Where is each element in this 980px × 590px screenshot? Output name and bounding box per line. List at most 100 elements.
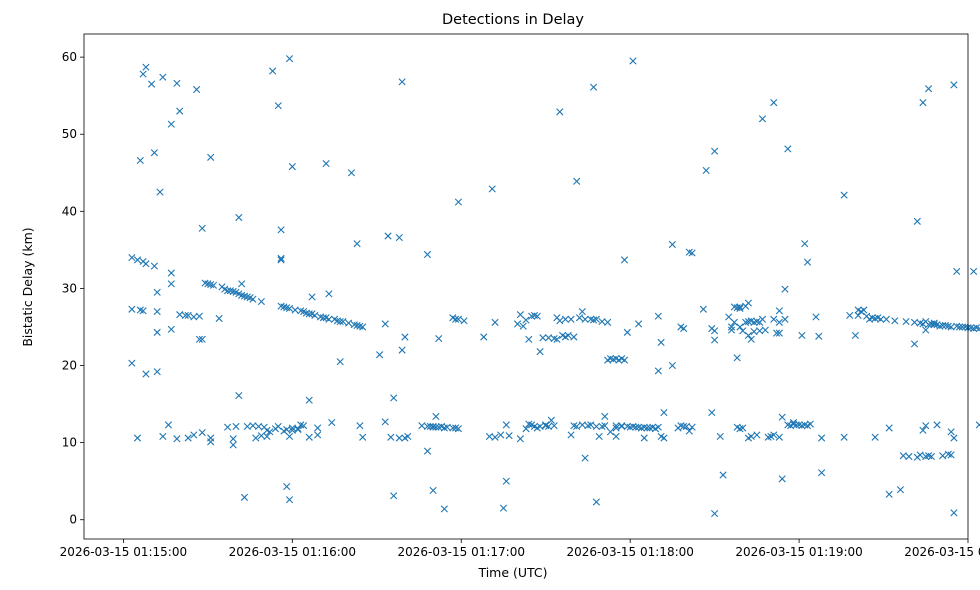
data-point xyxy=(739,327,747,335)
data-point xyxy=(502,477,510,485)
data-point xyxy=(905,452,913,461)
data-point xyxy=(604,318,612,326)
data-point xyxy=(547,416,555,424)
data-point xyxy=(882,315,890,323)
data-point xyxy=(485,432,493,441)
data-point xyxy=(390,394,398,402)
data-point xyxy=(919,99,927,107)
y-tick-label: 30 xyxy=(62,281,77,295)
data-point xyxy=(336,358,344,366)
data-point xyxy=(958,323,966,331)
data-point xyxy=(575,314,584,322)
data-point xyxy=(570,333,578,341)
data-point xyxy=(885,490,893,498)
data-point xyxy=(947,451,955,459)
x-tick-label: 2026-03-15 01:20:00 xyxy=(904,545,980,559)
data-point xyxy=(792,421,800,429)
data-point xyxy=(404,432,412,441)
data-point xyxy=(356,422,364,430)
data-point xyxy=(395,233,403,242)
data-point xyxy=(240,493,249,501)
data-point xyxy=(249,295,257,303)
data-point xyxy=(950,509,958,517)
data-point xyxy=(688,249,696,257)
data-point xyxy=(970,267,978,276)
data-point xyxy=(702,166,710,175)
data-point xyxy=(758,315,767,323)
data-point xyxy=(223,287,232,295)
data-point xyxy=(592,315,600,323)
data-point xyxy=(885,424,893,432)
data-point xyxy=(347,169,356,177)
data-point xyxy=(919,426,927,434)
data-point xyxy=(612,422,620,430)
data-point xyxy=(440,505,448,513)
data-point xyxy=(325,290,333,298)
data-point xyxy=(818,469,826,477)
data-point xyxy=(229,435,237,443)
data-point xyxy=(871,433,879,441)
data-point xyxy=(772,329,781,337)
data-point xyxy=(159,432,167,441)
data-point xyxy=(516,435,524,443)
plot-area-frame xyxy=(83,33,969,540)
data-point xyxy=(620,356,629,364)
data-point xyxy=(753,431,761,439)
data-point xyxy=(243,422,251,431)
data-point xyxy=(176,107,184,115)
data-point xyxy=(454,425,463,433)
data-point xyxy=(680,324,688,333)
data-point xyxy=(488,185,496,193)
data-point xyxy=(305,396,313,404)
chart-title: Detections in Delay xyxy=(442,12,584,28)
data-point xyxy=(235,392,243,400)
data-point xyxy=(589,83,598,91)
data-point xyxy=(308,293,316,301)
data-point xyxy=(606,428,615,436)
data-point xyxy=(556,317,564,325)
data-point xyxy=(581,315,589,323)
data-point xyxy=(277,226,285,234)
data-point xyxy=(423,447,432,455)
data-point xyxy=(288,163,296,171)
data-point xyxy=(682,422,691,431)
data-point xyxy=(711,509,719,518)
data-point xyxy=(198,224,206,232)
data-point xyxy=(910,340,919,348)
data-point xyxy=(899,452,907,460)
data-point xyxy=(142,260,150,268)
data-point xyxy=(266,428,274,436)
y-tick-label: 50 xyxy=(62,127,77,141)
data-point xyxy=(654,312,662,320)
data-point xyxy=(173,79,181,87)
data-point xyxy=(305,433,313,441)
data-point xyxy=(193,85,201,94)
data-point xyxy=(668,240,676,249)
data-point xyxy=(207,434,215,442)
data-point xyxy=(736,303,744,311)
data-point xyxy=(133,434,142,442)
data-point xyxy=(381,320,389,328)
data-point xyxy=(730,318,738,326)
data-point xyxy=(688,423,696,431)
data-point xyxy=(680,422,688,431)
data-point xyxy=(190,431,198,439)
data-point xyxy=(314,424,322,432)
data-point xyxy=(229,441,237,449)
data-point xyxy=(176,311,184,319)
data-point xyxy=(556,108,564,116)
data-point xyxy=(801,240,809,248)
data-point xyxy=(739,424,747,432)
data-point xyxy=(443,423,451,431)
data-point xyxy=(223,423,232,431)
x-tick-label: 2026-03-15 01:16:00 xyxy=(229,545,356,559)
data-point xyxy=(803,258,812,266)
data-point xyxy=(147,80,156,88)
data-point xyxy=(685,427,693,435)
data-point xyxy=(947,428,955,436)
data-point xyxy=(502,421,510,429)
data-point xyxy=(573,422,581,431)
data-point xyxy=(635,320,643,328)
data-point xyxy=(449,424,457,432)
data-point xyxy=(195,335,204,343)
